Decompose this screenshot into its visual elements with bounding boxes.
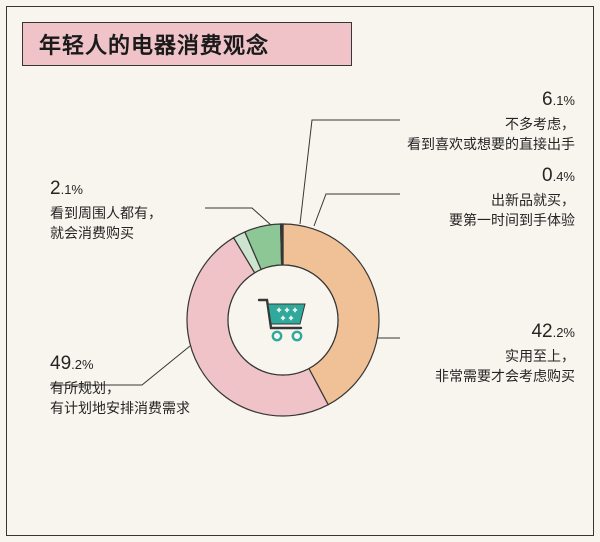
slice-desc: 看到周围人都有， [50,203,162,223]
slice-desc: 不多考虑， [400,114,575,134]
slice-desc: 要第一时间到手体验 [400,210,575,230]
slice-pct: 6.1% [400,86,575,114]
slice-desc: 实用至上， [400,346,575,366]
slice-pct: 0.4% [400,162,575,190]
leader-line [314,194,400,226]
slice-desc: 非常需要才会考虑购买 [400,366,575,386]
slice-pct: 49.2% [50,350,190,378]
slice-label: 42.2%实用至上，非常需要才会考虑购买 [400,318,575,386]
leader-line [300,120,400,224]
slice-label: 0.4%出新品就买，要第一时间到手体验 [400,162,575,230]
title-box: 年轻人的电器消费观念 [22,22,352,66]
slice-desc: 出新品就买， [400,190,575,210]
slice-label: 2.1%看到周围人都有，就会消费购买 [50,175,162,243]
leader-line [205,208,271,225]
slice-pct: 42.2% [400,318,575,346]
slice-label: 6.1%不多考虑，看到喜欢或想要的直接出手 [400,86,575,154]
chart-title: 年轻人的电器消费观念 [39,28,269,60]
slice-label: 49.2%有所规划，有计划地安排消费需求 [50,350,190,418]
slice-desc: 就会消费购买 [50,223,162,243]
slice-desc: 有计划地安排消费需求 [50,398,190,418]
slice-desc: 有所规划， [50,378,190,398]
slice-pct: 2.1% [50,175,162,203]
slice-desc: 看到喜欢或想要的直接出手 [400,134,575,154]
donut-chart [0,0,600,542]
donut-slice [281,224,283,265]
